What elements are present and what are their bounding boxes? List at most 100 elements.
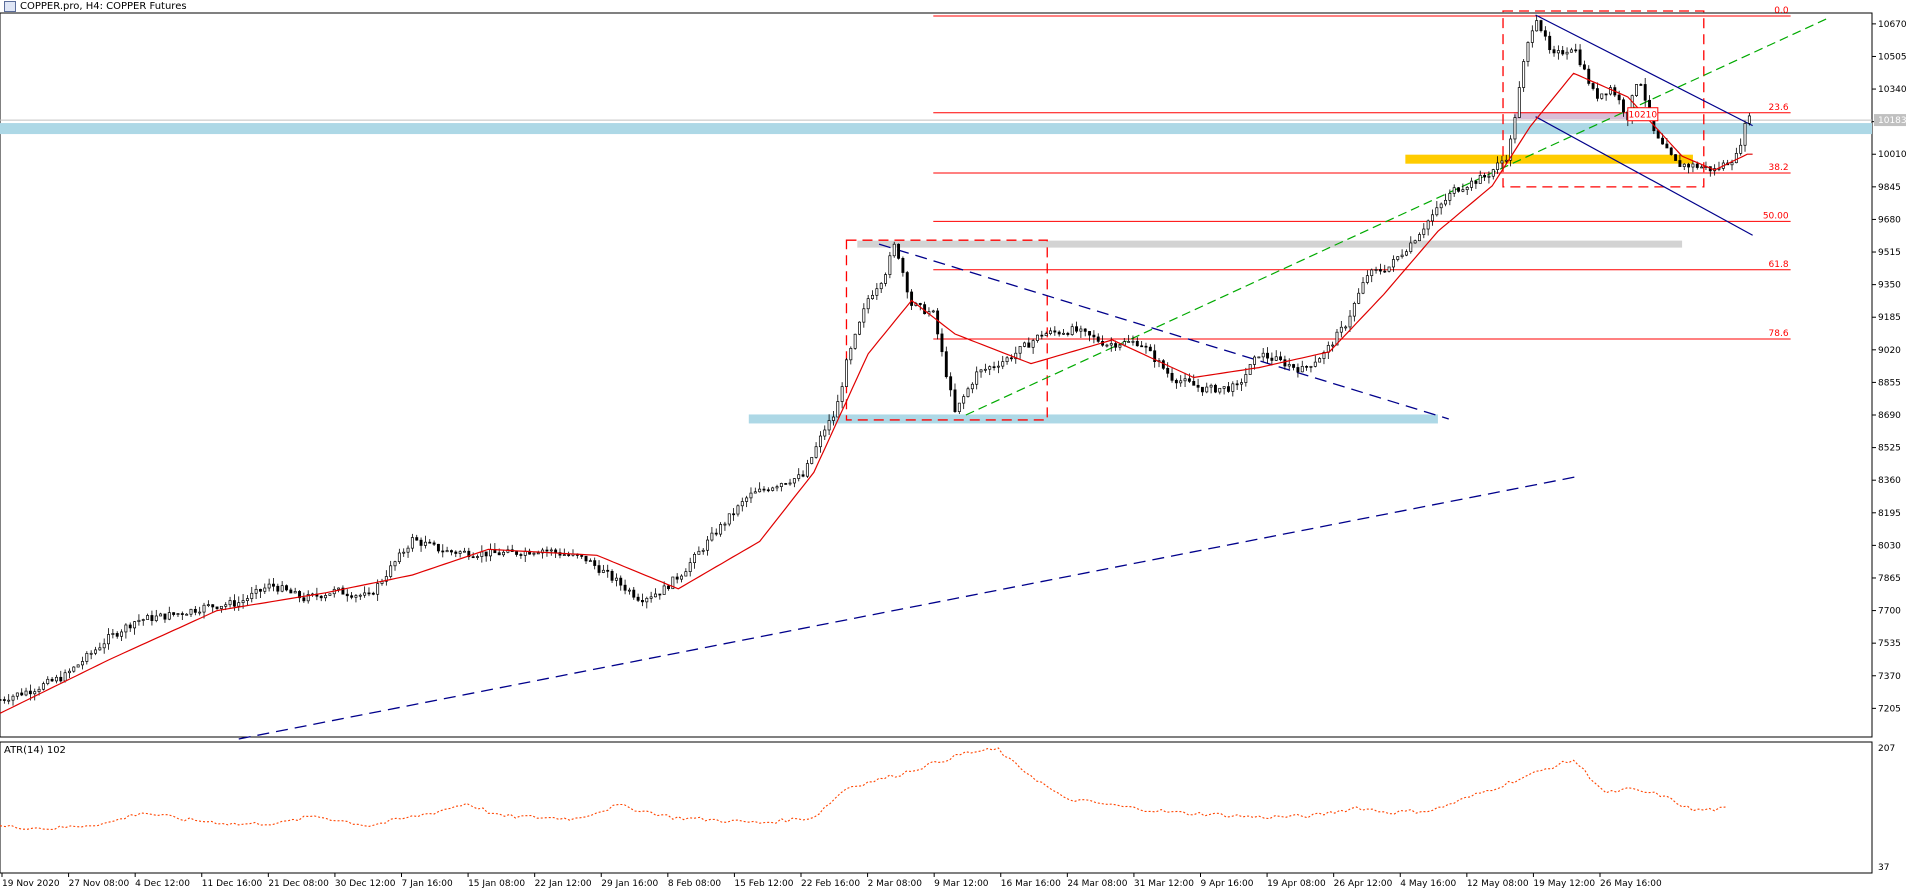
candle-body [81,661,84,666]
candle-body [1261,352,1265,358]
candle-body [458,551,462,554]
candle-body [298,591,301,599]
candle-body [1574,49,1578,52]
candle-body [1196,384,1200,388]
candle-body [606,569,610,572]
support-zone-lower [748,414,1438,424]
candle-body [1569,49,1573,53]
candle-body [897,243,901,259]
candle-body [545,549,549,552]
candle-body [1079,328,1083,332]
candle-body [667,585,670,590]
candle-body [167,612,171,620]
candle-body [467,550,471,558]
candle-body [1604,93,1608,96]
candle-body [701,549,705,552]
candle-body [1300,366,1304,373]
candle-body [1274,356,1278,361]
candle-body [836,401,840,418]
candle-body [241,600,245,604]
candle-body [228,600,232,606]
candle-body [11,695,15,701]
candle-body [1552,49,1556,54]
candle-body [805,463,809,477]
candle-body [732,513,736,516]
candle-body [1144,345,1148,348]
candle-body [593,560,597,566]
fib-level-label: 38.2 [1769,163,1789,173]
candle-body [341,587,345,595]
candle-body [285,585,288,591]
candle-body [502,551,505,556]
candle-body [1561,50,1565,55]
candle-body [1639,84,1643,86]
candle-body [1548,35,1552,51]
candle-body [63,672,67,682]
candle-body [384,576,388,582]
candle-body [966,388,970,397]
x-axis-tick-label: 29 Jan 16:00 [601,879,658,888]
candle-body [1348,315,1352,328]
candle-body [250,592,254,599]
x-axis-tick-label: 2 Mar 08:00 [868,879,923,888]
green-trend-line [965,17,1829,416]
candle-body [1170,372,1174,381]
candle-body [7,699,11,702]
candle-body [432,542,436,545]
candle-body [1483,174,1487,178]
candle-body [1500,160,1504,164]
candle-body [1361,282,1365,294]
y-axis-tick-label: 9185 [1878,313,1901,323]
candle-body [272,583,275,587]
candle-body [1183,378,1187,382]
candle-body [1743,122,1747,146]
y-axis-tick-label: 8855 [1878,378,1901,388]
candle-body [645,597,649,603]
candle-body [1730,162,1734,166]
candle-body [137,619,141,622]
candle-body [910,291,914,306]
x-axis-tick-label: 26 May 16:00 [1600,879,1662,888]
candle-body [940,333,944,353]
candle-body [627,589,631,592]
candle-body [1622,99,1625,113]
candle-body [489,549,492,557]
candle-body [1387,266,1391,272]
candle-body [33,691,37,695]
chart-title: COPPER.pro, H4: COPPER Futures [20,0,187,12]
candle-body [1370,269,1374,277]
candle-body [54,676,58,682]
candle-body [337,587,341,590]
candle-body [28,690,32,695]
candle-body [1266,352,1269,359]
candle-body [76,664,80,668]
triangle-upper-line [878,243,1449,420]
candle-body [1509,138,1513,161]
candle-body [1031,340,1035,348]
y-axis-tick-label: 9350 [1878,281,1901,291]
candle-body [901,258,905,273]
candle-body [85,653,89,662]
candle-body [614,577,618,581]
candle-body [450,550,453,553]
fib-level-label: 78.6 [1769,329,1789,339]
candle-body [1014,352,1018,360]
y-axis-tick-label: 7205 [1878,704,1901,714]
candle-body [693,553,696,564]
candle-body [1404,251,1408,256]
candle-body [1222,386,1226,389]
candle-body [1413,240,1417,244]
candle-body [1526,42,1530,62]
candle-body [992,366,996,369]
candle-body [120,631,123,637]
x-axis-tick-label: 15 Jan 08:00 [468,879,525,888]
candle-body [862,308,866,323]
candle-body [866,298,870,310]
x-axis-tick-label: 4 May 16:00 [1400,879,1456,888]
candle-body [1426,220,1430,230]
candle-body [1678,160,1682,167]
candle-body [632,589,636,598]
candle-body [89,652,93,655]
candle-body [180,613,184,615]
